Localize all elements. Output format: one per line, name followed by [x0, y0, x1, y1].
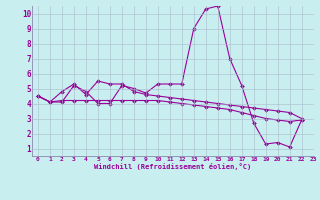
X-axis label: Windchill (Refroidissement éolien,°C): Windchill (Refroidissement éolien,°C)	[94, 163, 252, 170]
